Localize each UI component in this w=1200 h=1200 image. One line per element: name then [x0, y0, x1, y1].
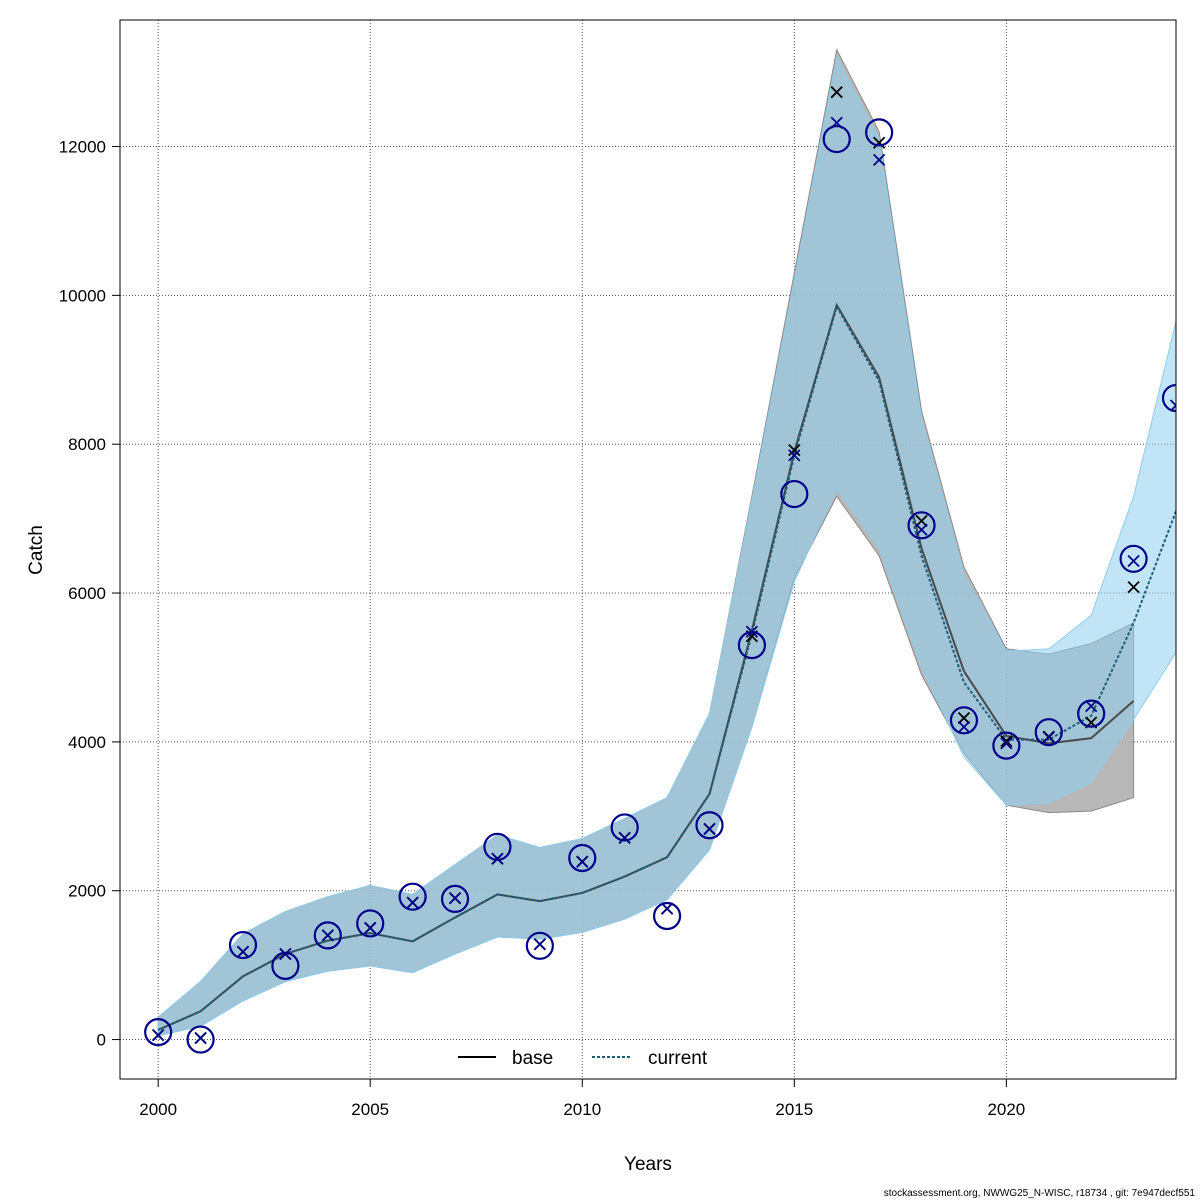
- x-tick-label: 2010: [563, 1100, 601, 1119]
- y-tick-label: 8000: [68, 435, 106, 454]
- x-tick-label: 2020: [987, 1100, 1025, 1119]
- observed-catch-point: [398, 882, 427, 911]
- catch-points: [144, 86, 1176, 1054]
- observed-catch-point: [440, 884, 470, 914]
- y-tick-label: 6000: [68, 584, 106, 603]
- current-predicted-marker: [576, 855, 589, 868]
- current-predicted-marker: [1042, 731, 1055, 744]
- y-tick-label: 4000: [68, 733, 106, 752]
- observed-catch-point: [822, 124, 851, 154]
- current-predicted-marker: [364, 921, 377, 935]
- current-predicted-marker: [448, 892, 462, 905]
- current-predicted-marker: [660, 902, 674, 915]
- observed-catch-point: [992, 731, 1021, 760]
- axes: 2000 2005 2010 2015 2020 0 2000 4000 6000 8000 100…: [59, 138, 1026, 1119]
- observed-catch-point: [907, 511, 936, 540]
- legend-base-label: base: [512, 1048, 553, 1069]
- current-predicted-marker: [1169, 399, 1176, 412]
- observed-catch-point: [228, 930, 258, 960]
- current-predicted-marker: [957, 720, 971, 734]
- current-predicted-marker: [915, 523, 928, 536]
- base-predicted-marker: [915, 514, 928, 527]
- current-predicted-marker: [533, 938, 546, 951]
- x-tick-label: 2015: [775, 1100, 813, 1119]
- y-tick-label: 12000: [59, 138, 106, 157]
- current-predicted-marker: [618, 831, 631, 845]
- current-predicted-marker: [406, 896, 419, 909]
- current-confidence-band: [157, 55, 1176, 1037]
- observed-catch-point: [652, 901, 682, 931]
- current-predicted-marker: [1000, 737, 1013, 750]
- current-predicted-marker: [703, 822, 716, 836]
- observed-catch-point: [610, 813, 639, 842]
- current-predicted-marker: [194, 1031, 207, 1045]
- current-predicted-marker: [236, 945, 250, 958]
- observed-catch-point: [1077, 699, 1106, 728]
- confidence-bands: [157, 48, 1176, 1037]
- observed-catch-point: [737, 631, 767, 660]
- observed-catch-point: [1161, 383, 1176, 413]
- current-predicted-marker: [788, 449, 801, 462]
- observed-catch-point: [271, 951, 300, 980]
- observed-catch-point: [186, 1025, 215, 1054]
- observed-catch-point: [568, 843, 597, 873]
- estimate-lines: [157, 302, 1176, 1031]
- observed-catch-point: [780, 479, 809, 509]
- x-tick-label: 2005: [351, 1100, 389, 1119]
- current-line: [157, 303, 1176, 1031]
- observed-catch-point: [483, 832, 512, 861]
- x-tick-label: 2000: [139, 1100, 177, 1119]
- footer-credit: stockassessment.org, NWWG25_N-WISC, r187…: [884, 1188, 1196, 1199]
- base-predicted-marker: [872, 136, 886, 149]
- current-predicted-marker: [1127, 554, 1140, 568]
- base-predicted-marker: [957, 711, 971, 725]
- y-axis-title: Catch: [26, 525, 47, 575]
- y-tick-label: 2000: [68, 882, 106, 901]
- observed-catch-point: [1119, 544, 1148, 573]
- base-predicted-marker: [830, 86, 843, 99]
- observed-catch-point: [949, 706, 979, 735]
- base-predicted-marker: [1000, 734, 1013, 748]
- legend: base current: [458, 1048, 708, 1069]
- legend-current-label: current: [648, 1048, 708, 1069]
- y-tick-label: 10000: [59, 286, 106, 305]
- current-predicted-marker: [321, 929, 334, 942]
- observed-catch-point: [865, 118, 894, 147]
- base-predicted-marker: [788, 444, 801, 457]
- current-predicted-marker: [152, 1028, 165, 1042]
- current-predicted-marker: [1085, 700, 1098, 713]
- observed-catch-point: [1034, 718, 1063, 747]
- y-tick-label: 0: [97, 1031, 106, 1050]
- observed-catch-point: [144, 1018, 173, 1047]
- observed-catch-point: [313, 921, 342, 950]
- observed-catch-point: [356, 909, 385, 938]
- base-predicted-marker: [1127, 580, 1140, 594]
- current-predicted-marker: [872, 153, 886, 167]
- x-axis-title: Years: [624, 1154, 672, 1175]
- observed-catch-point: [525, 931, 554, 960]
- observed-catch-point: [695, 811, 724, 840]
